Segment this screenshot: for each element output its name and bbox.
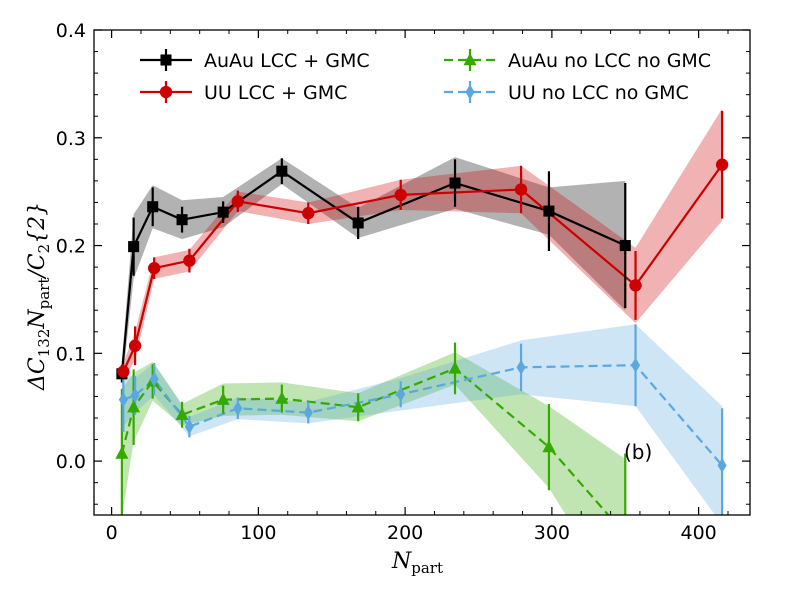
series-0-point bbox=[147, 201, 159, 213]
legend-label-3: UU no LCC no GMC bbox=[508, 82, 689, 104]
y-axis-label: ΔC132Npart/C2{2} bbox=[25, 202, 53, 391]
series-0-point bbox=[619, 240, 631, 252]
series-3-point bbox=[149, 371, 159, 387]
series-1-point bbox=[183, 254, 196, 267]
series-3-point bbox=[630, 357, 641, 373]
plot-frame bbox=[93, 29, 751, 516]
series-2-point bbox=[542, 439, 556, 453]
series-1-point bbox=[231, 195, 244, 208]
series-3-uncertainty-band bbox=[123, 324, 723, 515]
series-1-point bbox=[394, 188, 407, 202]
y-tick-label: 0.0 bbox=[56, 451, 86, 473]
series-1-point bbox=[128, 339, 142, 352]
series-0-point bbox=[128, 241, 140, 253]
series-1-point bbox=[147, 262, 161, 275]
series-1-point bbox=[302, 207, 315, 220]
series-3-point bbox=[516, 359, 526, 375]
series-2-point bbox=[619, 527, 632, 539]
x-tick-label: 200 bbox=[387, 522, 423, 544]
legend-marker-1 bbox=[159, 85, 173, 99]
legend-marker-3 bbox=[465, 84, 475, 100]
series-2-point bbox=[115, 446, 129, 459]
series-1-uncertainty-band bbox=[123, 108, 723, 381]
series-0-uncertainty-band bbox=[121, 157, 626, 387]
series-0-point bbox=[276, 165, 288, 177]
series-2-point bbox=[175, 407, 189, 420]
series-0-line bbox=[120, 169, 626, 374]
series-0-point bbox=[176, 214, 188, 226]
series-0-point bbox=[543, 205, 555, 217]
series-0-point bbox=[352, 217, 364, 229]
series-3-point bbox=[303, 405, 313, 421]
x-axis-label: Npart bbox=[391, 549, 443, 577]
legend-label-1: UU LCC + GMC bbox=[204, 82, 347, 104]
series-1-point bbox=[117, 365, 130, 378]
legend-marker-0 bbox=[160, 54, 172, 66]
series-1-point bbox=[629, 279, 642, 292]
series-3-point bbox=[184, 419, 194, 435]
series-3-point bbox=[118, 392, 128, 408]
panel-label: (b) bbox=[624, 440, 652, 464]
series-3-point bbox=[233, 400, 243, 416]
series-3-point bbox=[130, 387, 140, 403]
y-tick-label: 0.2 bbox=[56, 236, 86, 258]
series-3-line bbox=[122, 364, 723, 467]
x-tick-label: 400 bbox=[681, 522, 717, 544]
legend-marker-2 bbox=[463, 52, 477, 66]
y-tick-label: 0.1 bbox=[56, 343, 86, 365]
series-2-line bbox=[120, 367, 610, 515]
x-tick-label: 100 bbox=[240, 522, 276, 544]
legend-label-2: AuAu no LCC no GMC bbox=[508, 50, 711, 72]
y-tick-label: 0.4 bbox=[56, 20, 86, 42]
y-tick-label: 0.3 bbox=[56, 128, 86, 150]
series-1-point bbox=[715, 158, 729, 171]
series-2-point bbox=[448, 361, 462, 374]
series-2-point bbox=[275, 391, 289, 404]
series-1-line bbox=[122, 164, 724, 373]
x-tick-label: 0 bbox=[106, 522, 118, 544]
series-1-point bbox=[514, 183, 528, 196]
series-3-point bbox=[396, 386, 406, 402]
legend-label-0: AuAu LCC + GMC bbox=[204, 50, 370, 72]
series-0-point bbox=[217, 206, 229, 218]
series-2-point bbox=[216, 392, 230, 405]
series-2-point bbox=[127, 400, 141, 413]
series-0-point bbox=[449, 177, 461, 189]
series-2-uncertainty-band bbox=[121, 352, 626, 515]
x-tick-label: 300 bbox=[534, 522, 570, 544]
series-2-point bbox=[351, 400, 365, 413]
series-3-point bbox=[717, 457, 727, 473]
